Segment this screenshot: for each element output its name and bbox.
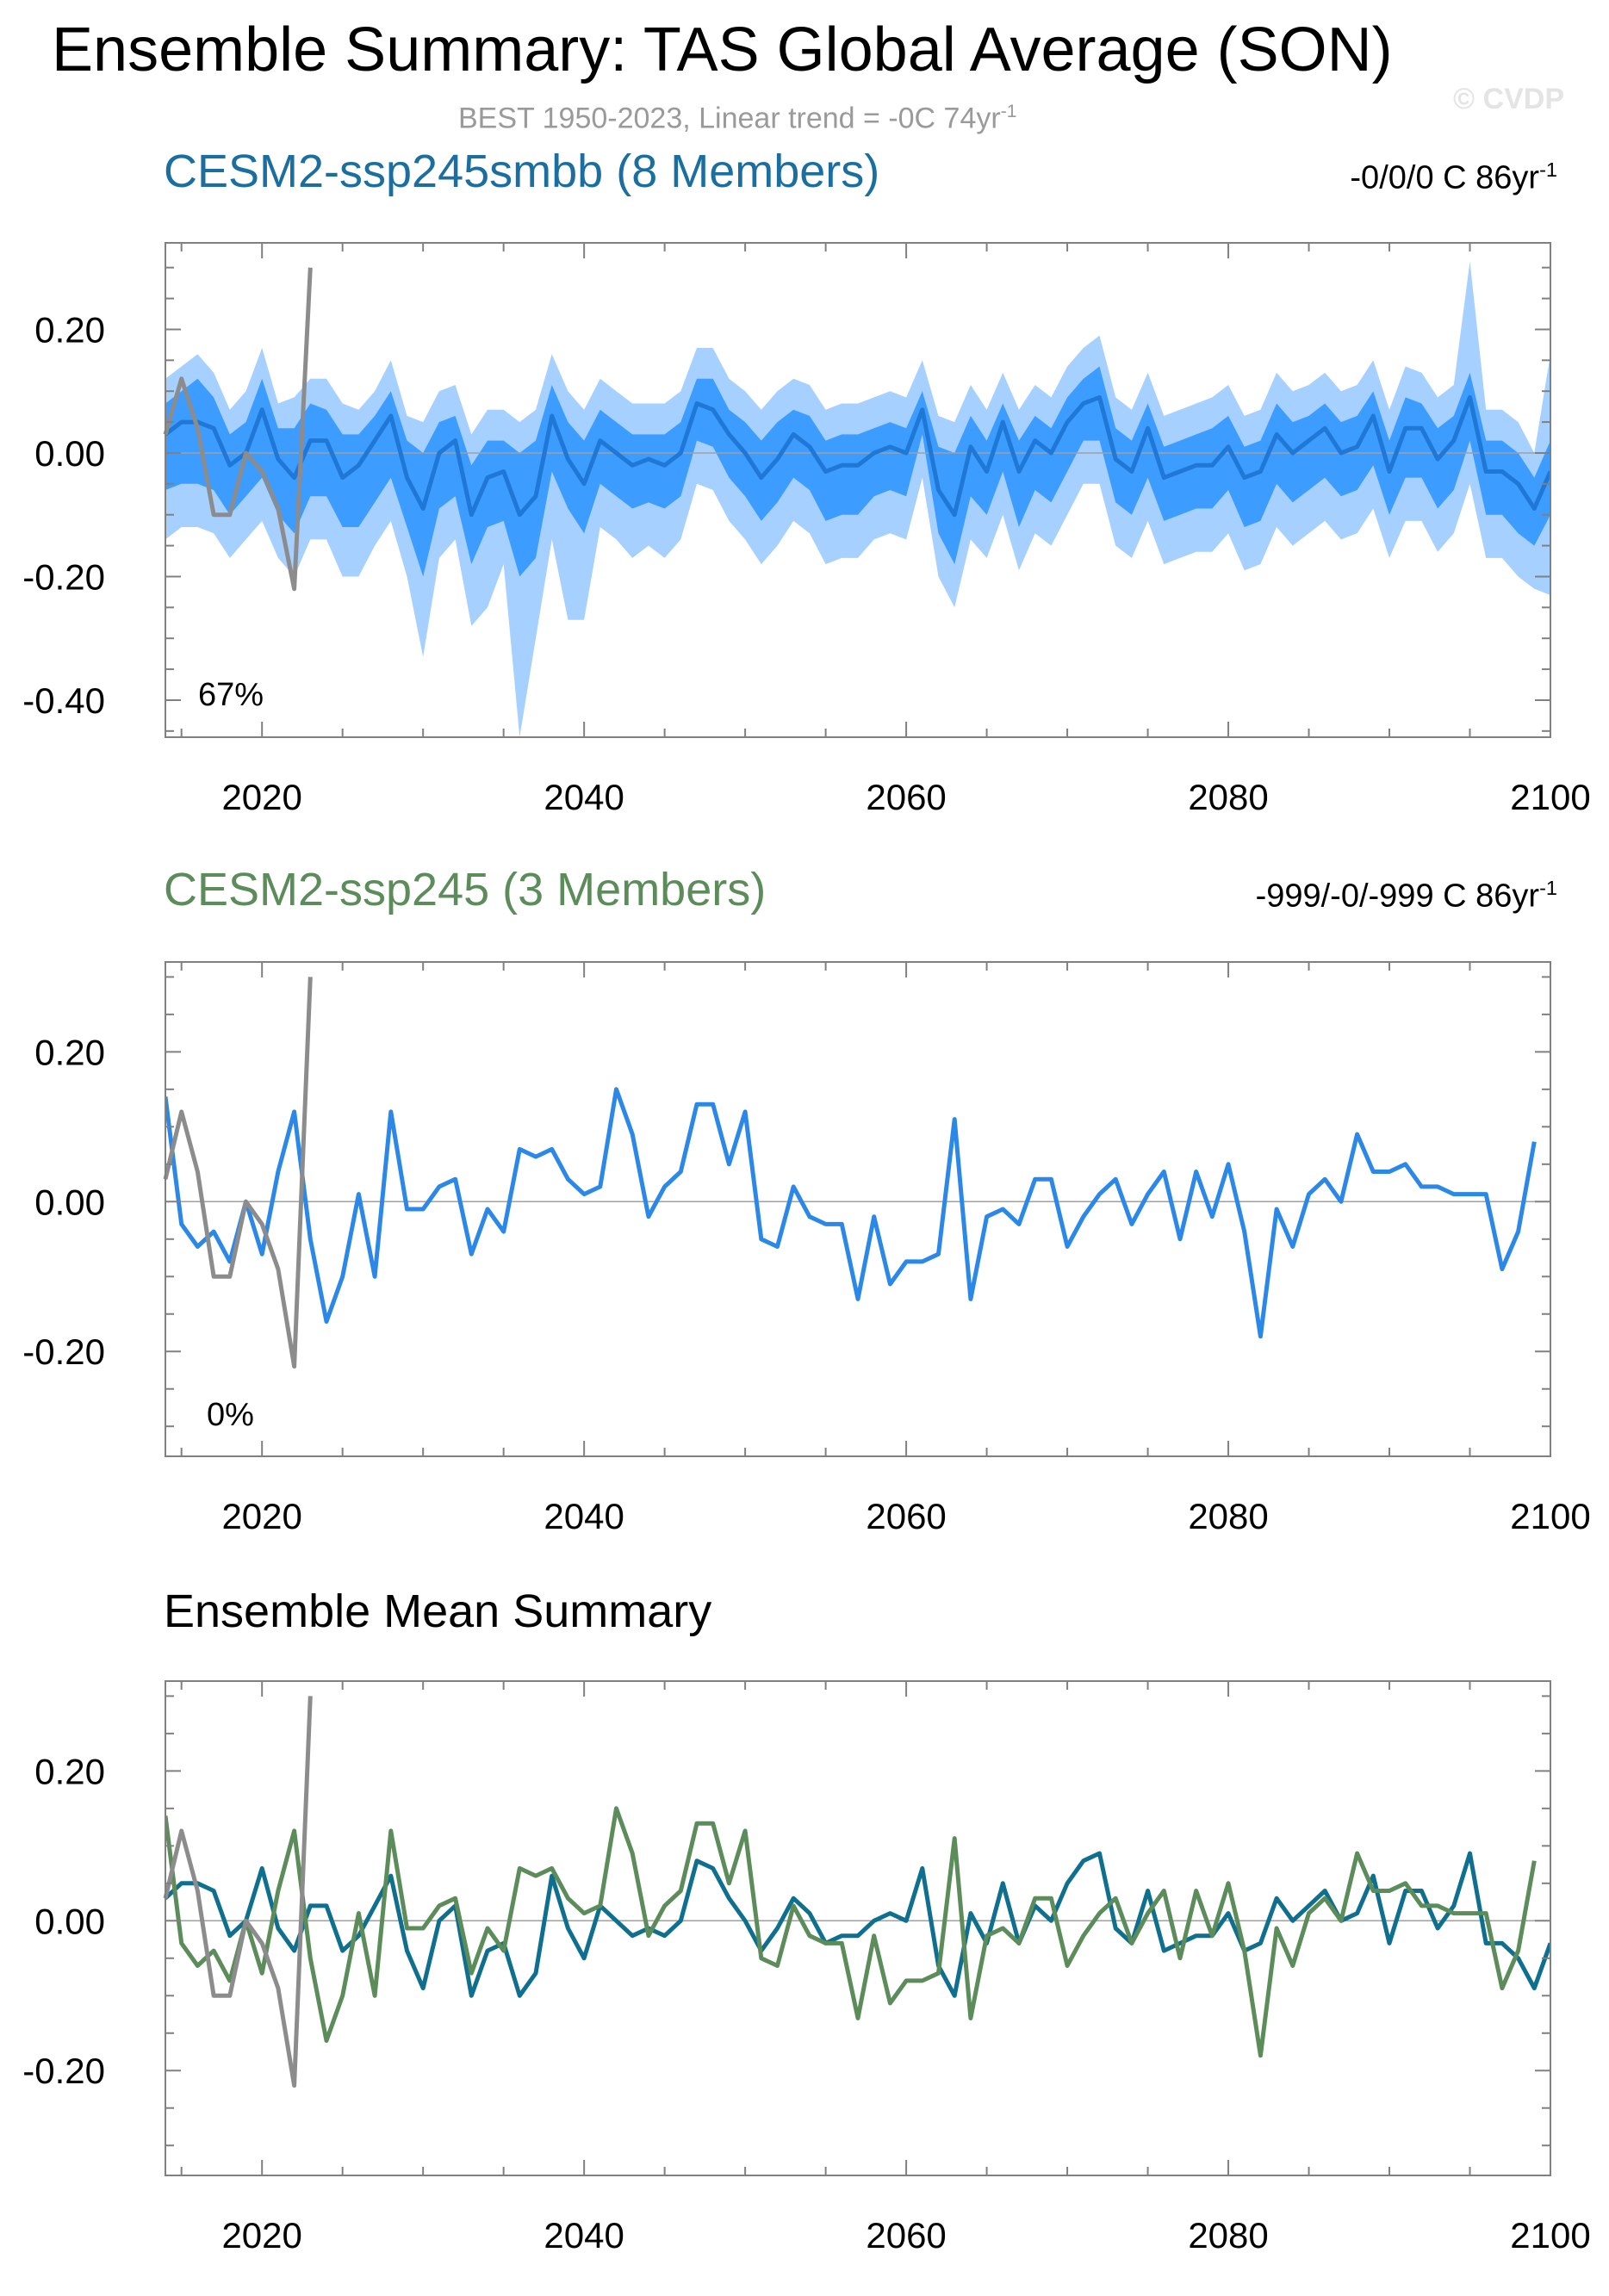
ensemble-range-inner-band xyxy=(165,366,1550,577)
x-tick-label: 2040 xyxy=(544,2215,624,2256)
x-tick-label: 2100 xyxy=(1510,1496,1590,1536)
x-tick-label: 2060 xyxy=(866,1496,946,1536)
panel-1-title: CESM2-ssp245smbb (8 Members) xyxy=(164,146,880,197)
x-tick-label: 2020 xyxy=(221,1496,301,1536)
panel-3-title: Ensemble Mean Summary xyxy=(164,1585,712,1637)
chart-panel-3: 2020 2040 2060 2080 2100 0.20 0.00 -0.20 xyxy=(22,1680,1591,2256)
x-tick-label: 2020 xyxy=(221,777,301,817)
panel-2-title: CESM2-ssp245 (3 Members) xyxy=(164,864,767,915)
plot-area-2 xyxy=(165,1087,1550,1339)
plot-area-1 xyxy=(165,261,1550,737)
observations-line xyxy=(163,267,313,592)
y-tick-label: 0.20 xyxy=(34,1751,105,1791)
panel-1-percent: 67% xyxy=(198,677,264,713)
y-tick-label: 0.00 xyxy=(34,1182,105,1222)
x-tick-label: 2040 xyxy=(544,1496,624,1536)
x-tick-label: 2080 xyxy=(1188,2215,1268,2256)
ssp245-mean-line xyxy=(165,1806,1537,2058)
y-tick-label: 0.20 xyxy=(34,309,105,350)
y-tick-label: -0.20 xyxy=(22,2051,105,2091)
main-title: Ensemble Summary: TAS Global Average (SO… xyxy=(52,16,1393,84)
y-tick-label: -0.40 xyxy=(22,680,105,721)
subtitle: BEST 1950-2023, Linear trend = -0C 74yr-… xyxy=(458,102,1016,135)
x-tick-label: 2020 xyxy=(221,2215,301,2256)
x-tick-label: 2100 xyxy=(1510,777,1590,817)
x-tick-label: 2080 xyxy=(1188,777,1268,817)
x-tick-label: 2040 xyxy=(544,777,624,817)
subtitle-exponent: -1 xyxy=(1000,102,1017,121)
observations-line xyxy=(163,1696,313,2088)
y-tick-label: -0.20 xyxy=(22,556,105,597)
plot-frame xyxy=(165,961,1551,1457)
x-tick-label: 2080 xyxy=(1188,1496,1268,1536)
panel-2-trend-text: -999/-0/-999 C 86yr xyxy=(1255,878,1540,915)
y-tick-label: -0.20 xyxy=(22,1331,105,1372)
x-tick-label: 2060 xyxy=(866,2215,946,2256)
subtitle-text: BEST 1950-2023, Linear trend = -0C 74yr xyxy=(458,102,1001,135)
x-tick-label: 2100 xyxy=(1510,2215,1590,2256)
panel-2-trend-exponent: -1 xyxy=(1539,877,1557,899)
panel-1-trend-exponent: -1 xyxy=(1539,158,1557,181)
ssp245smbb-mean-line xyxy=(165,1851,1550,1998)
ensemble-mean-line xyxy=(165,1087,1537,1339)
panel-1-trend: -0/0/0 C 86yr-1 xyxy=(1350,158,1557,196)
y-tick-label: 0.00 xyxy=(34,1901,105,1941)
chart-panel-1: 2020 2040 2060 2080 2100 0.20 0.00 -0.20 -0.40 xyxy=(22,242,1591,817)
panel-2-trend: -999/-0/-999 C 86yr-1 xyxy=(1255,877,1557,915)
panel-1-trend-text: -0/0/0 C 86yr xyxy=(1350,159,1540,196)
y-tick-label: 0.20 xyxy=(34,1032,105,1072)
watermark: © CVDP xyxy=(1453,83,1564,115)
plot-area-3 xyxy=(165,1806,1550,2058)
plot-frame xyxy=(165,1680,1551,2176)
y-tick-label: 0.00 xyxy=(34,433,105,474)
x-tick-label: 2060 xyxy=(866,777,946,817)
observations-line xyxy=(163,977,313,1369)
ensemble-mean-line xyxy=(165,394,1550,518)
plot-frame xyxy=(165,242,1551,738)
panel-2-percent: 0% xyxy=(207,1397,254,1433)
chart-panel-2: 2020 2040 2060 2080 2100 0.20 0.00 -0.20 xyxy=(22,961,1591,1536)
